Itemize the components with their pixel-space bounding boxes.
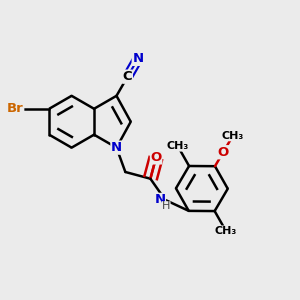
Text: H: H bbox=[162, 201, 170, 212]
Text: CH₃: CH₃ bbox=[222, 131, 244, 141]
Text: N: N bbox=[154, 194, 166, 206]
Text: CH₃: CH₃ bbox=[167, 141, 189, 151]
Text: Br: Br bbox=[7, 102, 24, 115]
Text: CH₃: CH₃ bbox=[215, 226, 237, 236]
Text: O: O bbox=[218, 146, 229, 159]
Text: C: C bbox=[123, 70, 132, 83]
Text: O: O bbox=[151, 151, 162, 164]
Text: N: N bbox=[111, 141, 122, 154]
Text: N: N bbox=[132, 52, 143, 65]
